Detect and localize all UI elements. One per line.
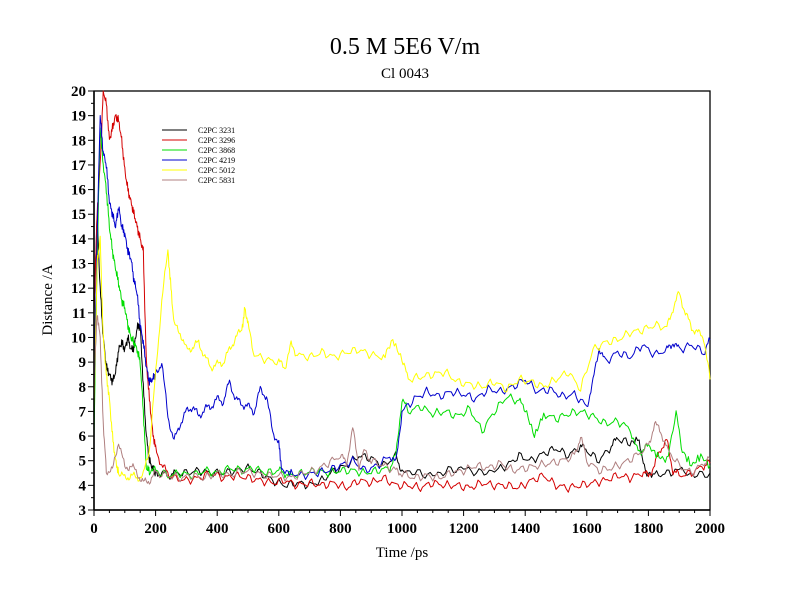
- y-tick-label: 15: [71, 207, 86, 223]
- x-tick-label: 1200: [449, 521, 479, 537]
- y-tick-label: 4: [79, 478, 87, 494]
- y-tick-label: 13: [71, 257, 86, 273]
- legend-label: C2PC 3868: [198, 146, 235, 155]
- series-line-2: [93, 90, 711, 493]
- axes-layer: 0 200 400 600 800 1000 1200 1400 1600 1800 2000 3 4 5…: [71, 84, 725, 537]
- y-tick-label: 18: [71, 133, 86, 149]
- y-tick-label: 7: [79, 404, 87, 420]
- y-tick-label: 3: [79, 503, 87, 519]
- y-tick-label: 5: [79, 454, 87, 470]
- legend-label: C2PC 5012: [198, 166, 235, 175]
- y-tick-label: 14: [71, 232, 87, 248]
- series-line-4: [93, 115, 711, 480]
- plot-area: [93, 90, 711, 511]
- series-line-1: [93, 216, 711, 490]
- x-tick-label: 1400: [510, 521, 540, 537]
- y-tick-label: 17: [71, 158, 87, 174]
- series-line-5: [93, 235, 711, 482]
- x-tick-label: 1600: [572, 521, 602, 537]
- x-tick-label: 800: [329, 521, 352, 537]
- y-tick-label: 12: [71, 281, 86, 297]
- y-tick-label: 20: [71, 84, 86, 100]
- x-axis-label: Time /ps: [376, 545, 429, 561]
- y-tick-label: 6: [79, 429, 87, 445]
- legend-label: C2PC 5831: [198, 176, 235, 185]
- x-tick-label: 0: [90, 521, 98, 537]
- x-tick-label: 400: [206, 521, 229, 537]
- series-line-6: [93, 315, 711, 485]
- y-tick-label: 9: [79, 355, 87, 371]
- series-line-3: [93, 127, 711, 480]
- chart-title: 0.5 M 5E6 V/m: [330, 34, 481, 60]
- y-tick-label: 11: [72, 306, 86, 322]
- y-tick-label: 8: [79, 380, 87, 396]
- y-tick-label: 10: [71, 330, 86, 346]
- x-tick-label: 1800: [633, 521, 663, 537]
- y-tick-label: 16: [71, 183, 87, 199]
- series-layer: [93, 90, 711, 493]
- legend-label: C2PC 3296: [198, 136, 235, 145]
- x-tick-label: 2000: [695, 521, 725, 537]
- y-axis-label: Distance /A: [40, 264, 56, 335]
- x-tick-label: 600: [268, 521, 291, 537]
- legend-label: C2PC 3231: [198, 126, 235, 135]
- chart-subtitle: Cl 0043: [381, 66, 429, 82]
- x-tick-label: 1000: [387, 521, 417, 537]
- legend-label: C2PC 4219: [198, 156, 235, 165]
- plot-frame: [93, 90, 711, 511]
- y-tick-label: 19: [71, 109, 86, 125]
- x-tick-label: 200: [144, 521, 167, 537]
